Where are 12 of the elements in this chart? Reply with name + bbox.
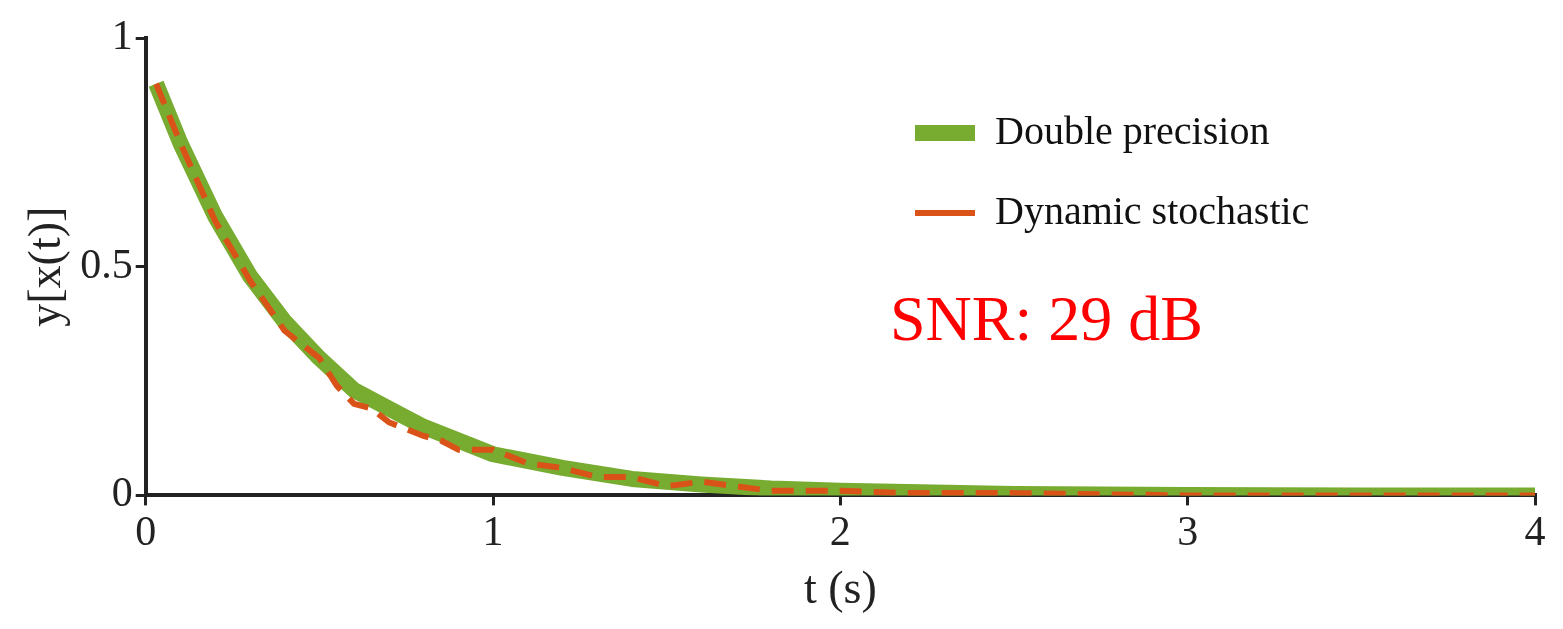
legend-label: Double precision: [995, 107, 1270, 153]
legend-label: Dynamic stochastic: [995, 187, 1310, 233]
y-axis-title: y[x(t)]: [18, 206, 70, 327]
x-tick-label: 2: [829, 507, 851, 554]
y-tick-label: 0.5: [80, 240, 133, 287]
y-tick-label: 0: [111, 469, 133, 516]
x-tick-label: 3: [1177, 507, 1199, 554]
annotation: SNR: 29 dB: [890, 282, 1203, 354]
x-tick-label: 1: [482, 507, 504, 554]
y-tick-label: 1: [111, 12, 133, 59]
x-tick-label: 4: [1524, 507, 1546, 554]
x-axis-title: t (s): [803, 562, 877, 614]
